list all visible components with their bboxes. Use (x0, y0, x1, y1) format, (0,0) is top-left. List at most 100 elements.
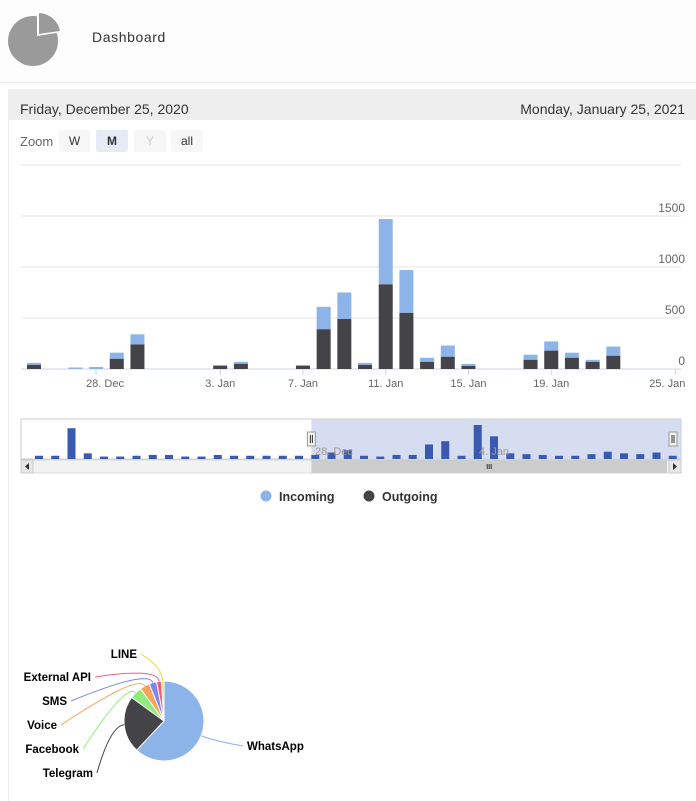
navigator-bar (197, 456, 206, 459)
bar-outgoing[interactable] (544, 350, 559, 369)
navigator-bar (327, 452, 336, 459)
bar-incoming[interactable] (316, 306, 331, 330)
bar-incoming[interactable] (523, 354, 538, 360)
navigator-bar (311, 454, 320, 459)
bar-outgoing[interactable] (109, 358, 124, 369)
bar-incoming[interactable] (358, 362, 373, 365)
bar-outgoing[interactable] (564, 357, 579, 369)
pie-connector (140, 653, 164, 682)
bar-incoming[interactable] (399, 270, 414, 313)
pie-slice-telegram[interactable] (123, 696, 165, 751)
bar-incoming[interactable] (585, 359, 600, 362)
bar-outgoing[interactable] (27, 364, 41, 369)
pie-label: Telegram (43, 768, 93, 780)
bar-incoming[interactable] (337, 292, 352, 320)
bar-incoming[interactable] (233, 361, 248, 364)
navigator-bar (295, 455, 303, 459)
navigator-bar (181, 456, 190, 459)
x-tick-label: 7. Jan (288, 378, 318, 390)
bar-incoming[interactable] (295, 364, 310, 366)
scroll-left-arrow[interactable] (20, 459, 34, 474)
navigator-bar (278, 455, 287, 459)
bar-incoming[interactable] (420, 357, 435, 362)
navigator-bar (408, 454, 417, 459)
navigator-bar (620, 453, 628, 459)
navigator-bar (473, 425, 482, 459)
navigator-bar (603, 451, 612, 459)
range-start-date: Friday, December 25, 2020 (20, 101, 189, 117)
bar-incoming[interactable] (68, 367, 83, 369)
bar-outgoing[interactable] (337, 319, 352, 369)
bar-outgoing[interactable] (378, 284, 393, 369)
pie-connector (96, 724, 125, 774)
zoom-week-button[interactable]: W (59, 130, 90, 152)
x-tick-label: 3. Jan (205, 378, 235, 390)
legend-label: Incoming (279, 490, 335, 504)
bar-outgoing[interactable] (461, 365, 476, 369)
bar-incoming[interactable] (606, 346, 621, 356)
bar-incoming[interactable] (27, 362, 41, 365)
navigator-bar (376, 456, 385, 459)
bar-outgoing[interactable] (213, 365, 228, 369)
pie-label: LINE (111, 649, 138, 661)
pie-chart-icon[interactable] (6, 10, 64, 68)
bar-incoming[interactable] (544, 341, 559, 351)
bar-outgoing[interactable] (130, 344, 145, 369)
y-tick-label: 500 (665, 303, 685, 317)
bar-incoming[interactable] (130, 334, 145, 345)
bar-outgoing[interactable] (420, 361, 435, 369)
bar-incoming[interactable] (461, 363, 476, 366)
y-tick-label: 1000 (658, 252, 685, 266)
pie-label: Voice (27, 720, 57, 732)
bar-outgoing[interactable] (399, 312, 414, 369)
bar-incoming[interactable] (89, 366, 104, 369)
navigator-tick-label: 28. Dec (315, 446, 353, 458)
navigator-bar (636, 454, 645, 459)
pie-label: SMS (42, 696, 67, 708)
zoom-all-button[interactable]: all (171, 130, 203, 152)
pie-connector (201, 735, 244, 747)
bar-outgoing[interactable] (295, 365, 310, 369)
legend-item-outgoing[interactable]: Outgoing (363, 490, 438, 504)
bar-incoming[interactable] (440, 345, 455, 357)
legend-symbol (363, 490, 375, 502)
zoom-label: Zoom (20, 134, 54, 149)
bar-incoming[interactable] (213, 364, 228, 366)
zoom-year-button: Y (134, 130, 166, 152)
navigator-handle[interactable] (668, 431, 678, 447)
navigator-bar (148, 454, 157, 459)
bar-incoming[interactable] (378, 219, 393, 285)
bar-outgoing[interactable] (585, 361, 600, 369)
x-tick-label: 19. Jan (533, 378, 569, 390)
bar-outgoing[interactable] (606, 355, 621, 369)
bar-outgoing[interactable] (440, 356, 455, 369)
stock-chart[interactable]: 28. Dec 3. Jan 7. Jan 11. Jan 15. Jan 19. Jan… (9, 89, 696, 801)
navigator-bar (100, 456, 108, 459)
scroll-right-arrow[interactable] (668, 459, 682, 474)
navigator-bar (506, 453, 515, 459)
navigator-bar (425, 444, 433, 459)
navigator-bar (652, 452, 661, 459)
pie-connector (60, 683, 146, 726)
navigator-bar (392, 454, 401, 459)
navigator-bar (490, 436, 498, 459)
bar-outgoing[interactable] (523, 359, 538, 369)
navigator-handle[interactable] (306, 431, 316, 447)
navigator-bar (51, 455, 60, 459)
pie-slice-line[interactable] (160, 680, 165, 722)
legend-item-incoming[interactable]: Incoming (260, 490, 335, 504)
y-tick-label: 1500 (658, 201, 685, 215)
x-tick-label: 28. Dec (86, 378, 124, 390)
bar-incoming[interactable] (564, 352, 579, 358)
navigator-bar (522, 454, 531, 459)
navigator-bar (246, 455, 255, 459)
bar-incoming[interactable] (109, 352, 124, 359)
pie-slice-whatsapp[interactable] (135, 680, 205, 762)
navigator-bar (230, 455, 238, 459)
bar-outgoing[interactable] (316, 329, 331, 369)
bar-outgoing[interactable] (358, 364, 373, 369)
y-tick-label: 0 (678, 354, 685, 368)
bar-outgoing[interactable] (233, 363, 248, 369)
x-tick-label: 11. Jan (368, 378, 403, 390)
zoom-month-button[interactable]: M (96, 130, 128, 152)
